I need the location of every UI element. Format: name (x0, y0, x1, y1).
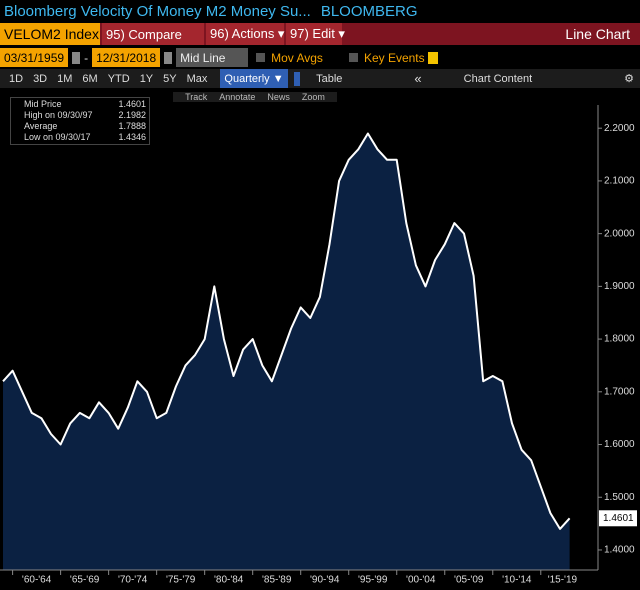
checkbox[interactable] (256, 53, 266, 62)
collapse-button[interactable]: « (414, 71, 422, 86)
x-tick-label: '00-'04 (406, 575, 436, 586)
x-tick-label: '80-'84 (214, 575, 244, 586)
range-button[interactable]: 6M (82, 72, 98, 85)
key-events[interactable]: Key Events (363, 50, 425, 65)
range-button[interactable]: 1D (9, 72, 24, 85)
x-tick-label: '65-'69 (70, 575, 100, 586)
x-tick-label: '10-'14 (502, 575, 532, 586)
y-tick-label: 1.6000 (604, 439, 635, 450)
calendar-icon[interactable] (164, 51, 173, 64)
legend-row: Low on 09/30/17 1.4346 (14, 132, 146, 143)
info-icon[interactable] (427, 51, 438, 64)
legend-value: 1.7888 (118, 121, 146, 131)
legend-value: 1.4601 (118, 99, 146, 109)
mov-avgs[interactable]: Mov Avgs (271, 50, 323, 65)
date-bar: 03/31/1959 - 12/31/2018 Mid Line Mov Avg… (0, 48, 640, 67)
line (2, 132, 571, 530)
window-title: Bloomberg Velocity Of Money M2 Money Su.… (4, 2, 311, 20)
legend-value: 1.4346 (118, 132, 146, 142)
x-tick-label: '15-'19 (548, 575, 578, 586)
legend-label: Average (24, 121, 58, 131)
tool-bar: Track Annotate News Zoom (0, 89, 640, 104)
start-date[interactable]: 03/31/1959 (0, 48, 69, 67)
view-name: Line Chart (565, 26, 630, 42)
x-tick-label: '60-'64 (22, 575, 52, 586)
dash: - (84, 50, 89, 65)
end-date[interactable]: 12/31/2018 (92, 48, 161, 67)
y-tick-label: 2.1000 (604, 176, 635, 187)
last-value-label: 1.4601 (603, 513, 634, 524)
settings-icon[interactable]: ⚙ (624, 73, 634, 85)
x-tick-label: '85-'89 (262, 575, 292, 586)
range-button[interactable]: 1Y (139, 72, 154, 85)
tool-button[interactable]: News (267, 91, 290, 102)
x-tick-label: '75-'79 (166, 575, 196, 586)
legend-label: Low on 09/30/17 (24, 132, 91, 142)
line-mode[interactable]: Mid Line (176, 48, 249, 67)
legend-value: 2.1982 (118, 110, 146, 120)
legend: Mid Price 1.4601 High on 09/30/97 2.1982 Ave… (10, 97, 150, 145)
y-tick-label: 2.2000 (604, 123, 635, 134)
legend-row: Mid Price 1.4601 (14, 99, 146, 110)
chart-content[interactable]: Chart Content (463, 72, 533, 85)
menu-button[interactable]: 96) Actions ▾ (206, 23, 284, 45)
y-tick-label: 1.5000 (604, 492, 635, 503)
range-button[interactable]: YTD (107, 72, 130, 85)
range-buttons: 1D 3D 1M 6M YTD 1Y 5Y Max (0, 73, 212, 85)
x-tick-label: '70-'74 (118, 575, 148, 586)
y-tick-label: 1.4000 (604, 545, 635, 556)
menu-button[interactable]: 97) Edit ▾ (286, 23, 345, 45)
y-tick-label: 1.7000 (604, 386, 635, 397)
legend-label: High on 09/30/97 (24, 110, 93, 120)
range-button[interactable]: Max (186, 72, 208, 85)
y-tick-label: 1.8000 (604, 334, 635, 345)
y-tick-label: 1.9000 (604, 281, 635, 292)
chart-icon[interactable] (293, 71, 301, 86)
range-button[interactable]: 1M (57, 72, 73, 85)
y-tick-label: 2.0000 (604, 228, 635, 239)
range-button[interactable]: 3D (33, 72, 48, 85)
legend-row: High on 09/30/97 2.1982 (14, 110, 146, 121)
calendar-icon[interactable] (72, 51, 81, 64)
tools: Track Annotate News Zoom (173, 91, 337, 102)
table-button[interactable]: Table (316, 72, 343, 85)
tool-button[interactable]: Zoom (301, 91, 325, 102)
last-value-box (599, 510, 637, 527)
legend-row: Average 1.7888 (14, 121, 146, 132)
ticker[interactable]: VELOM2 Index (0, 23, 100, 45)
tool-button[interactable]: Track (185, 91, 208, 102)
range-button[interactable]: 5Y (163, 72, 177, 85)
title-bar: Bloomberg Velocity Of Money M2 Money Su.… (0, 0, 640, 22)
x-tick-label: '90-'94 (310, 575, 340, 586)
legend-label: Mid Price (24, 99, 62, 109)
range-bar: 1D 3D 1M 6M YTD 1Y 5Y Max Quarterly ▼ Table « C… (0, 69, 640, 88)
period[interactable]: Quarterly ▼ (220, 69, 288, 88)
area (3, 133, 570, 570)
menu-button[interactable]: 95) Compare (102, 23, 204, 45)
tool-button[interactable]: Annotate (219, 91, 256, 102)
checkbox[interactable] (348, 53, 358, 62)
x-tick-label: '05-'09 (454, 575, 484, 586)
source: BLOOMBERG (320, 2, 418, 20)
x-tick-label: '95-'99 (358, 575, 388, 586)
command-bar: VELOM2 Index 95) Compare 96) Actions ▾ 9… (0, 23, 640, 45)
